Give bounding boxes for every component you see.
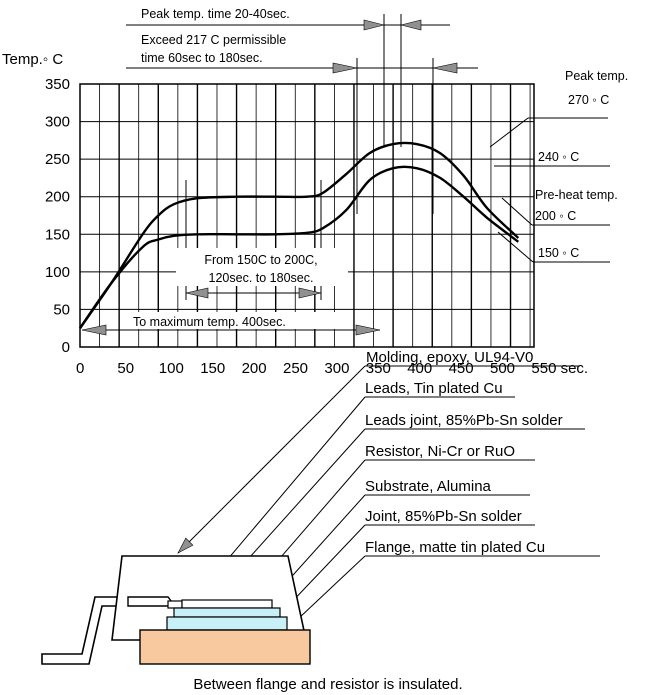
joint-solder <box>166 616 288 631</box>
part-labels: Molding, epoxy, UL94-V0 Leads, Tin plate… <box>365 349 563 556</box>
y-tick-label: 350 <box>45 76 70 93</box>
y-tick-label: 150 <box>45 226 70 243</box>
label-leads: Leads, Tin plated Cu <box>365 380 503 397</box>
substrate-alumina <box>173 607 281 618</box>
y-axis-label: Temp.◦ C <box>2 51 63 68</box>
x-tick-label: 150 <box>200 360 225 377</box>
exceed-text-line2: time 60sec to 180sec. <box>141 51 263 65</box>
y-tick-label: 100 <box>45 264 70 281</box>
exceed-text-line1: Exceed 217 C permissible <box>141 33 286 47</box>
preheat-text-line2: 120sec. to 180sec. <box>209 271 314 285</box>
resistor-layer <box>181 599 273 609</box>
x-tick-label: 350 <box>366 360 391 377</box>
preheat-text-line1: From 150C to 200C, <box>204 253 317 267</box>
preheat-annotation: From 150C to 200C, 120sec. to 180sec. <box>176 180 348 300</box>
profile-curve-lower <box>79 165 520 329</box>
profile-curve-upper <box>79 141 520 329</box>
label-substrate: Substrate, Alumina <box>365 478 492 495</box>
x-tick-label: 100 <box>159 360 184 377</box>
insulation-caption: Between flange and resistor is insulated… <box>193 676 462 693</box>
label-flange: Flange, matte tin plated Cu <box>365 539 545 556</box>
label-molding: Molding, epoxy, UL94-V0 <box>366 349 533 366</box>
x-tick-label: 200 <box>242 360 267 377</box>
x-tick-label: 550 sec. <box>531 360 588 377</box>
x-tick-label: 250 <box>283 360 308 377</box>
x-tick-label: 50 <box>117 360 134 377</box>
leader-molding-arrowhead <box>177 537 194 554</box>
label-leads-joint: Leads joint, 85%Pb-Sn solder <box>365 412 563 429</box>
preheat-temp-title: Pre-heat temp. <box>535 188 618 202</box>
x-tick-label: 500 <box>490 360 515 377</box>
to-max-text: To maximum temp. 400sec. <box>133 315 286 329</box>
y-tick-label: 250 <box>45 151 70 168</box>
temp-150-label: 150 ◦ C <box>538 246 579 260</box>
y-tick-label: 300 <box>45 114 70 131</box>
package-cross-section <box>41 365 600 665</box>
temp-240-label: 240 ◦ C <box>538 150 579 164</box>
exceed-annotation: Exceed 217 C permissible time 60sec to 1… <box>126 33 478 214</box>
peak-time-text: Peak temp. time 20-40sec. <box>141 7 290 21</box>
x-tick-label: 300 <box>324 360 349 377</box>
flange <box>139 629 311 665</box>
plot-frame <box>79 83 535 348</box>
chart-grid <box>80 84 534 347</box>
right-temp-labels: Peak temp. 270 ◦ C 240 ◦ C Pre-heat temp… <box>489 69 628 263</box>
y-tick-label: 0 <box>62 339 70 356</box>
label-joint: Joint, 85%Pb-Sn solder <box>365 508 522 525</box>
temp-200-label: 200 ◦ C <box>535 209 576 223</box>
leader-molding <box>177 365 366 554</box>
x-tick-label: 450 <box>449 360 474 377</box>
peak-time-annotation: Peak temp. time 20-40sec. <box>126 7 450 147</box>
label-resistor: Resistor, Ni-Cr or RuO <box>365 443 515 460</box>
y-tick-label: 200 <box>45 189 70 206</box>
x-tick-labels: 0 50 100 150 200 250 300 350 400 450 500 550 sec. <box>76 360 588 377</box>
x-tick-label: 400 <box>407 360 432 377</box>
to-max-annotation: To maximum temp. 400sec. <box>81 312 381 336</box>
leads-joint <box>167 600 183 609</box>
x-tick-label: 0 <box>76 360 84 377</box>
y-tick-label: 50 <box>53 301 70 318</box>
peak-temp-title: Peak temp. <box>565 69 628 83</box>
y-tick-labels: 350 300 250 200 150 100 50 0 <box>45 76 70 356</box>
temp-270-label: 270 ◦ C <box>568 93 609 107</box>
